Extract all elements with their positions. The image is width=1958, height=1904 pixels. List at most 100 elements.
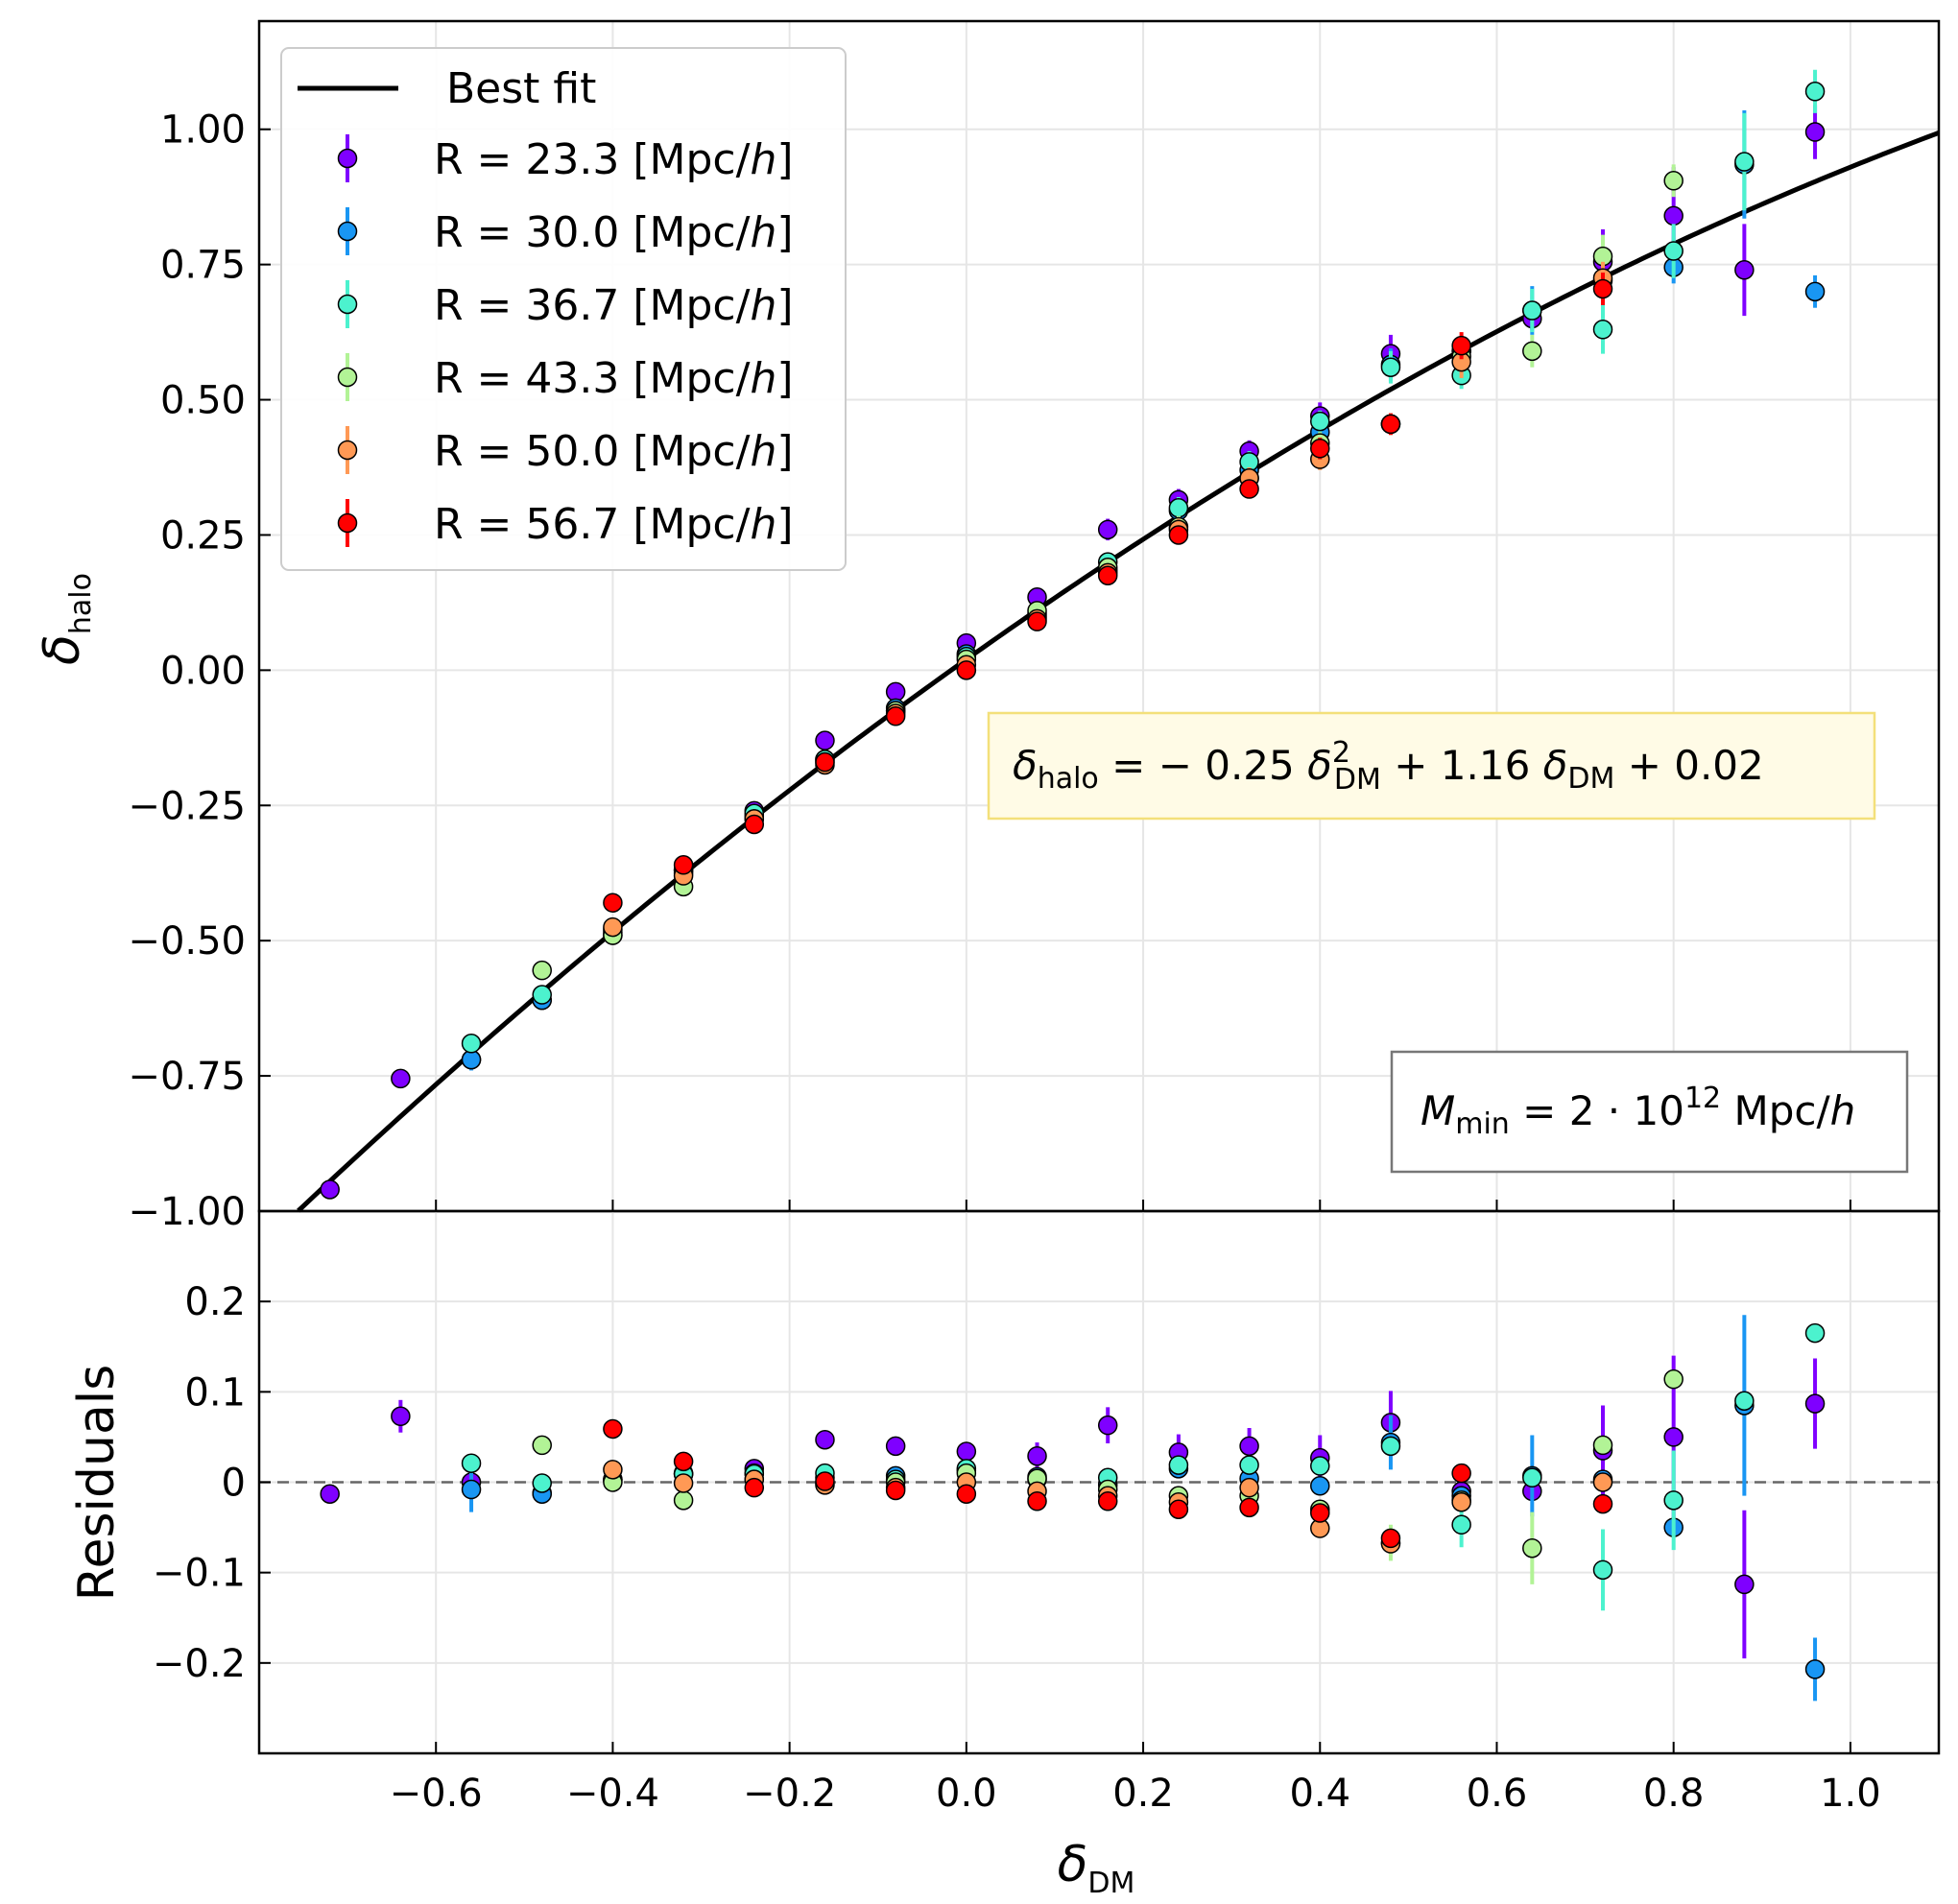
top-point	[1592, 278, 1613, 299]
top-y-tick-label: −0.25	[128, 784, 246, 828]
bottom-y-tick-label: 0.1	[184, 1370, 246, 1415]
top-y-tick-label: 0.50	[160, 379, 246, 423]
residual-point	[1663, 1368, 1683, 1390]
top-y-tick-label: −0.50	[128, 919, 246, 964]
top-point	[1522, 341, 1542, 362]
residual-point	[391, 1406, 411, 1427]
residual-point	[744, 1477, 765, 1498]
top-point	[1380, 357, 1401, 377]
residual-point	[956, 1484, 977, 1504]
fit-equation: δhalo = − 0.25 δ2 DM + 1.16 δDM + 0.02	[1013, 736, 1764, 797]
top-point	[1451, 335, 1471, 356]
top-point	[1663, 241, 1683, 261]
x-tick-label: 0.0	[936, 1772, 997, 1816]
x-tick-label: 1.0	[1820, 1772, 1881, 1816]
legend-label-h: h	[750, 135, 776, 184]
residual-point	[320, 1484, 340, 1504]
top-point	[320, 1179, 340, 1200]
top-point	[1734, 152, 1755, 172]
legend-label-h: h	[750, 354, 776, 403]
x-axis-title: δDM	[1058, 1836, 1135, 1900]
residual-point	[1239, 1455, 1259, 1475]
top-y-tick-label: 0.75	[160, 244, 246, 288]
residual-point	[603, 1418, 623, 1440]
legend-label: R = 43.3 [Mpc/h]	[434, 354, 794, 403]
residual-point	[603, 1460, 623, 1480]
top-y-tick-label: 1.00	[160, 108, 246, 153]
mass-annotation-box: Mmin = 2 · 1012 Mpc/h	[1390, 1050, 1909, 1174]
legend-label-end: ]	[776, 427, 793, 476]
mass-symbol: M	[1421, 1087, 1455, 1134]
top-point	[461, 1049, 482, 1070]
top-y-tick-label: 0.00	[160, 649, 246, 693]
residual-point	[1097, 1415, 1118, 1436]
top-point	[532, 960, 552, 981]
legend-frame	[280, 47, 847, 571]
residual-point	[532, 1473, 552, 1493]
legend-marker	[337, 512, 358, 534]
eq-t1-symbol: δ	[1307, 742, 1332, 789]
x-tick-label: 0.2	[1112, 1772, 1174, 1816]
top-point	[1804, 122, 1826, 142]
residual-point	[1027, 1445, 1047, 1466]
residual-point	[1239, 1497, 1259, 1518]
legend-label: R = 23.3 [Mpc/h]	[434, 135, 794, 184]
residual-point	[956, 1441, 977, 1462]
residual-point	[1310, 1476, 1330, 1496]
legend-fit-label: Best fit	[446, 64, 596, 113]
top-point	[1663, 205, 1683, 226]
legend-label-h: h	[750, 208, 776, 257]
x-ticks: −0.6 −0.4 −0.2 0.0 0.2 0.4 0.6 0.8 1.0	[390, 1200, 1881, 1816]
residual-point	[1451, 1491, 1471, 1512]
top-panel: 1.00 0.75 0.50 0.25 0.00 −0.25 −0.50 −0.75 −1.00…	[34, 19, 1941, 1234]
residual-point	[673, 1451, 694, 1472]
top-data-points	[320, 69, 1826, 1200]
residual-point	[1522, 1467, 1542, 1488]
bottom-y-tick-label: −0.1	[153, 1552, 246, 1596]
residual-point	[673, 1490, 694, 1511]
top-ylabel-sub: halo	[64, 573, 98, 634]
top-y-tick-label: 0.25	[160, 513, 246, 558]
top-point	[1027, 611, 1047, 631]
top-point	[1734, 260, 1755, 280]
x-tick-label: −0.2	[743, 1772, 836, 1816]
legend-label: R = 36.7 [Mpc/h]	[434, 281, 794, 330]
top-point	[1097, 519, 1118, 540]
legend-label-h: h	[750, 281, 776, 330]
top-point	[1097, 565, 1118, 585]
bottom-y-tick-label: 0	[222, 1462, 246, 1506]
residual-point	[1663, 1490, 1683, 1511]
residual-point	[1522, 1537, 1542, 1559]
eq-lhs-symbol: δ	[1013, 742, 1038, 789]
residual-point	[1592, 1435, 1613, 1456]
legend-marker	[337, 148, 358, 169]
residual-point	[461, 1453, 482, 1473]
eq-t1-sub: DM	[1334, 763, 1381, 797]
x-tick-label: −0.4	[566, 1772, 659, 1816]
mass-eq: = 2 · 10	[1510, 1087, 1684, 1134]
residual-point	[1592, 1559, 1613, 1581]
eq-t2-sub: DM	[1567, 762, 1614, 796]
top-point	[815, 730, 835, 750]
legend-label-main: R = 56.7 [Mpc/	[434, 500, 751, 549]
top-point	[1239, 479, 1259, 499]
bottom-data-points	[320, 1315, 1826, 1702]
residual-point	[1310, 1456, 1330, 1476]
top-point	[1804, 281, 1826, 302]
eq-t1-sup: 2	[1332, 736, 1350, 770]
top-point	[885, 706, 906, 726]
mass-sup: 12	[1684, 1082, 1721, 1115]
top-ylabel-symbol: δ	[34, 634, 91, 665]
legend: Best fit R = 23.3 [Mpc/h] R = 30.0 [Mpc/h…	[280, 47, 847, 571]
legend-label: R = 50.0 [Mpc/h]	[434, 427, 794, 476]
residual-point	[1734, 1391, 1755, 1411]
top-point	[603, 916, 623, 938]
top-point	[532, 985, 552, 1005]
top-point	[1168, 525, 1189, 545]
residual-point	[1380, 1436, 1401, 1457]
residual-point	[885, 1480, 906, 1501]
legend-label: R = 30.0 [Mpc/h]	[434, 208, 794, 257]
bottom-y-tick-label: −0.2	[153, 1642, 246, 1686]
residual-point	[1168, 1499, 1189, 1519]
